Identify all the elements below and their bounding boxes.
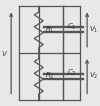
Text: $R_2$: $R_2$ (45, 71, 54, 81)
Text: $R_1$: $R_1$ (45, 25, 54, 35)
Text: $V_2$: $V_2$ (89, 71, 99, 81)
Text: $V$: $V$ (1, 49, 8, 57)
Text: $C_1$: $C_1$ (67, 21, 77, 32)
Text: $C_2$: $C_2$ (67, 68, 77, 78)
Text: $V_1$: $V_1$ (89, 25, 99, 35)
